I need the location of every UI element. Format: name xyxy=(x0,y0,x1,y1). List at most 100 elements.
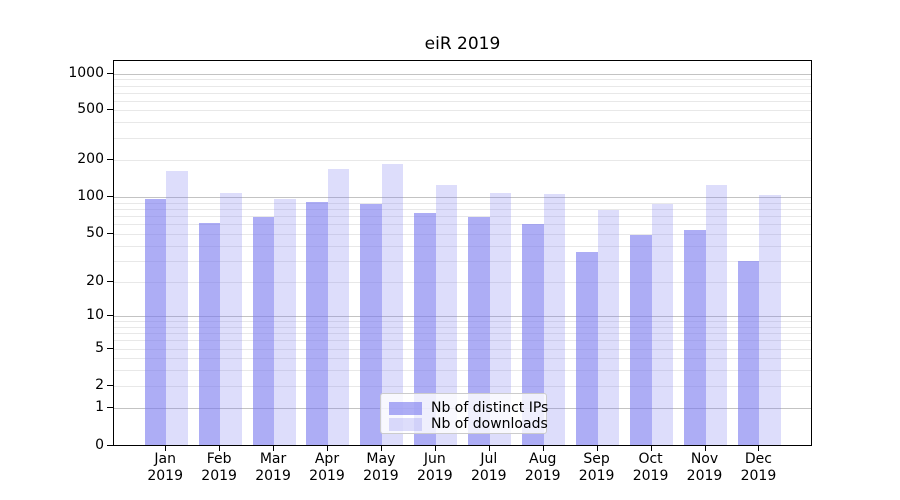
bar-downloads xyxy=(327,168,350,445)
x-tick-mark xyxy=(380,446,382,451)
y-tick-mark xyxy=(107,196,113,197)
gridline-minor xyxy=(114,216,811,218)
gridline-minor xyxy=(114,100,811,102)
chart-title: eiR 2019 xyxy=(424,34,501,54)
x-tick-mark xyxy=(542,446,544,451)
gridline-minor xyxy=(114,202,811,204)
y-tick-mark xyxy=(107,407,113,408)
gridline-major xyxy=(114,316,811,317)
bar-distinct-ips xyxy=(468,217,490,445)
bar-downloads xyxy=(381,163,404,445)
y-tick-mark xyxy=(107,348,113,349)
y-tick-mark xyxy=(107,281,113,282)
x-tick-label: Jul 2019 xyxy=(470,451,507,484)
x-tick-mark xyxy=(650,446,652,451)
gridline-minor xyxy=(114,332,811,334)
y-tick-label: 200 xyxy=(77,151,104,167)
x-tick-mark xyxy=(273,446,275,451)
bar-distinct-ips xyxy=(198,223,221,445)
bar-downloads xyxy=(274,199,296,445)
gridline-minor xyxy=(114,340,811,342)
gridline-minor xyxy=(114,282,811,283)
x-tick-mark xyxy=(488,446,490,451)
legend-label-downloads: Nb of downloads xyxy=(431,416,548,432)
gridline-minor xyxy=(114,369,811,371)
y-tick-mark xyxy=(107,109,113,110)
bar-downloads xyxy=(705,185,727,445)
x-tick-label: Dec 2019 xyxy=(740,451,777,484)
y-tick-label: 5 xyxy=(95,340,104,356)
x-tick-label: Aug 2019 xyxy=(524,451,561,484)
x-tick-label: Sep 2019 xyxy=(578,451,615,484)
gridline-minor xyxy=(114,224,811,226)
x-tick-label: Jan 2019 xyxy=(147,451,183,484)
x-tick-label: Jun 2019 xyxy=(417,451,453,484)
legend-label-distinct-ips: Nb of distinct IPs xyxy=(431,400,549,416)
x-tick-mark xyxy=(758,446,760,451)
gridline-minor xyxy=(114,260,811,262)
bar-distinct-ips xyxy=(360,204,382,445)
gridline-minor xyxy=(114,326,811,328)
gridline-minor xyxy=(114,122,811,124)
y-tick-mark xyxy=(107,445,113,446)
y-tick-label: 20 xyxy=(86,273,104,289)
x-tick-label: Feb 2019 xyxy=(201,451,237,484)
x-tick-label: Nov 2019 xyxy=(686,451,723,484)
y-tick-label: 10 xyxy=(86,307,104,323)
legend-swatch-distinct-ips xyxy=(389,401,422,415)
gridline-minor xyxy=(114,358,811,359)
bar-distinct-ips xyxy=(144,198,167,445)
x-tick-label: May 2019 xyxy=(363,451,399,484)
y-tick-mark xyxy=(107,159,113,160)
y-tick-label: 0 xyxy=(95,437,104,453)
bar-downloads xyxy=(489,192,512,445)
gridline-minor xyxy=(114,85,811,87)
bar-downloads xyxy=(166,170,188,445)
bar-downloads xyxy=(435,185,458,445)
bar-distinct-ips xyxy=(414,212,436,445)
gridline-minor xyxy=(114,79,811,81)
x-tick-mark xyxy=(326,446,328,451)
bar-downloads xyxy=(220,192,242,445)
plot-area: Nb of distinct IPs Nb of downloads xyxy=(113,60,812,446)
x-tick-label: Mar 2019 xyxy=(255,451,291,484)
bar-distinct-ips xyxy=(306,202,328,445)
gridline-minor xyxy=(114,160,811,161)
x-tick-mark xyxy=(596,446,598,451)
bar-distinct-ips xyxy=(630,235,652,445)
gridlines-layer xyxy=(114,61,811,445)
y-tick-label: 1000 xyxy=(68,65,104,81)
legend-swatch-downloads xyxy=(389,417,422,431)
bar-distinct-ips xyxy=(252,217,275,445)
bars-layer xyxy=(114,61,811,445)
y-tick-mark xyxy=(107,385,113,386)
x-tick-mark xyxy=(434,446,436,451)
x-tick-mark xyxy=(165,446,167,451)
gridline-minor xyxy=(114,234,811,235)
gridline-minor xyxy=(114,349,811,350)
y-tick-mark xyxy=(107,315,113,316)
y-tick-label: 50 xyxy=(86,225,104,241)
y-tick-label: 2 xyxy=(95,377,104,393)
y-tick-label: 1 xyxy=(95,399,104,415)
y-tick-label: 100 xyxy=(77,188,104,204)
x-tick-mark xyxy=(704,446,706,451)
gridline-minor xyxy=(114,92,811,94)
gridline-minor xyxy=(114,245,811,247)
gridline-minor xyxy=(114,386,811,387)
y-tick-label: 500 xyxy=(77,101,104,117)
bar-downloads xyxy=(543,193,566,445)
x-tick-mark xyxy=(219,446,221,451)
bar-downloads xyxy=(759,195,781,445)
y-tick-mark xyxy=(107,233,113,234)
x-tick-label: Oct 2019 xyxy=(632,451,669,484)
gridline-major xyxy=(114,197,811,198)
bar-distinct-ips xyxy=(684,229,706,445)
gridline-minor xyxy=(114,208,811,210)
y-tick-mark xyxy=(107,73,113,74)
gridline-minor xyxy=(114,321,811,323)
bar-downloads xyxy=(597,209,620,445)
